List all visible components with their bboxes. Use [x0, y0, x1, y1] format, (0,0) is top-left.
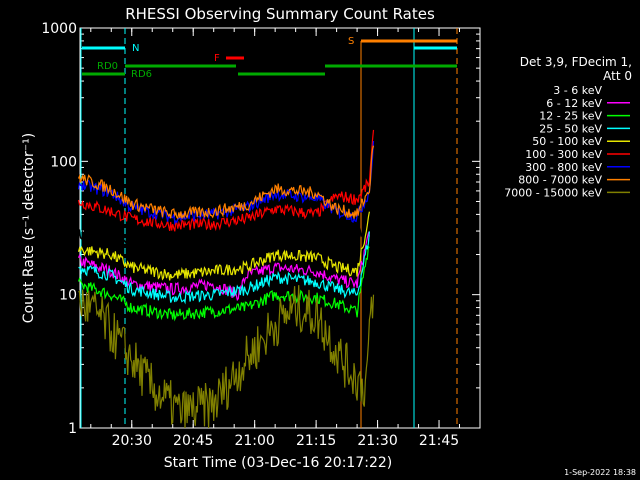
- series-line-0: [77, 220, 370, 262]
- x-tick-labels: 20:30 20:45 21:00 21:15 21:30 21:45: [112, 433, 460, 449]
- y-tick-label: 10: [59, 288, 77, 304]
- legend-label: 100 - 300 keV: [525, 148, 602, 161]
- flag-label-s: S: [348, 36, 354, 47]
- x-tick-label: 21:45: [419, 433, 459, 449]
- flag-label-f: F: [214, 53, 220, 64]
- flag-label-rd6: RD6: [131, 69, 152, 80]
- chart-title: RHESSI Observing Summary Count Rates: [125, 5, 435, 23]
- legend-label: 800 - 7000 keV: [518, 174, 602, 187]
- legend-label: 7000 - 15000 keV: [504, 186, 602, 199]
- legend-title-line: Det 3,9, FDecim 1,: [520, 55, 632, 69]
- x-tick-label: 20:45: [173, 433, 213, 449]
- series-line-1: [77, 231, 370, 302]
- series-lines: [77, 129, 375, 429]
- footer-timestamp: 1-Sep-2022 18:38: [564, 468, 636, 477]
- x-tick-label: 21:00: [234, 433, 274, 449]
- series-line-8: [78, 285, 375, 429]
- flag-label-rd0: RD0: [97, 61, 118, 72]
- x-tick-label: 21:15: [296, 433, 336, 449]
- flag-label-n: N: [132, 43, 139, 54]
- y-tick-labels: 1 10 100 1000: [41, 21, 77, 437]
- legend-label: 3 - 6 keV: [553, 84, 602, 97]
- x-tick-label: 20:30: [112, 433, 152, 449]
- y-axis-label: Count Rate (s⁻¹ detector⁻¹): [21, 133, 37, 323]
- legend-label: 300 - 800 keV: [525, 161, 602, 174]
- y-tick-label: 100: [50, 154, 77, 170]
- series-line-4: [77, 211, 370, 281]
- y-tick-label: 1000: [41, 21, 77, 37]
- legend-label: 50 - 100 keV: [532, 135, 602, 148]
- legend-title-line: Att 0: [603, 69, 632, 83]
- legend-label: 25 - 50 keV: [539, 122, 602, 135]
- legend-label: 6 - 12 keV: [546, 97, 602, 110]
- legend-label: 12 - 25 keV: [539, 110, 602, 123]
- series-line-2: [77, 245, 370, 322]
- plot-frame: [79, 27, 481, 429]
- x-axis-label: Start Time (03-Dec-16 20:17:22): [164, 455, 392, 471]
- y-tick-label: 1: [68, 421, 77, 437]
- series-line-7: [77, 145, 375, 220]
- x-tick-label: 21:30: [357, 433, 397, 449]
- series-line-3: [78, 231, 370, 305]
